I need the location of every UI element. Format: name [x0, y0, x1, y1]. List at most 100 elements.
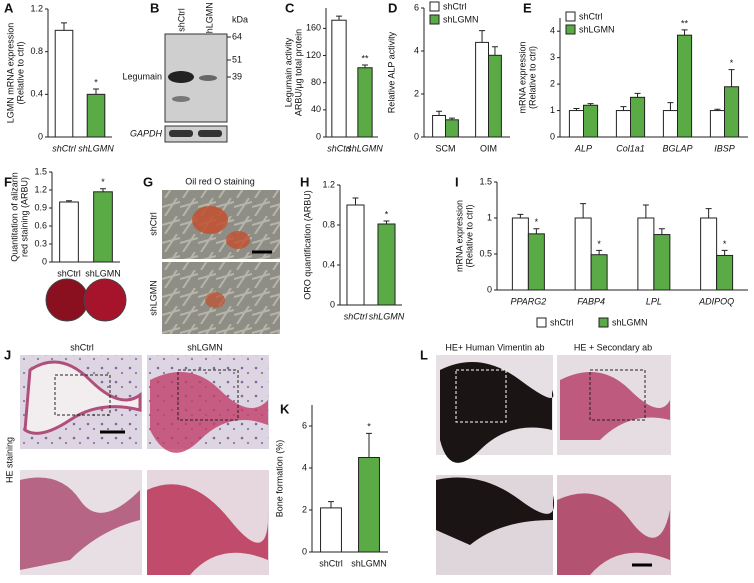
- y-axis-label: mRNA expression: [454, 200, 464, 272]
- y-tick-label: 0: [316, 131, 321, 141]
- y-tick-label: 1.2: [30, 3, 43, 13]
- bar: [86, 93, 106, 138]
- lane-label: shCtrl: [176, 8, 186, 32]
- error-bar: [479, 30, 486, 43]
- x-tick-label: shCtrl: [52, 143, 77, 153]
- bar: [357, 67, 373, 138]
- y-axis-label: Bone formation (%): [274, 440, 284, 518]
- error-bar: [728, 69, 735, 87]
- bar: [653, 234, 671, 291]
- blot-band: [199, 75, 217, 81]
- x-tick-label: shLGMN: [347, 143, 383, 153]
- x-tick-label: shCtrl: [344, 311, 369, 321]
- bone: [560, 372, 670, 440]
- error-bar: [705, 208, 712, 218]
- vimentin-panel: L HE+ Human Vimentin ab HE + Secondary a…: [420, 342, 671, 575]
- error-bar: [61, 22, 67, 31]
- x-tick-label: LPL: [646, 296, 662, 306]
- significance: *: [597, 239, 601, 249]
- error-bar: [491, 46, 498, 56]
- error-bar: [620, 106, 627, 111]
- legend-label: shLGMN: [443, 14, 479, 24]
- bar: [630, 96, 646, 138]
- legend-label: shCtrl: [443, 1, 467, 11]
- error-bar: [352, 197, 359, 205]
- bar: [677, 34, 693, 138]
- y-axis-label: (Relative to ctrl): [464, 204, 474, 267]
- stain: [192, 206, 228, 234]
- y-tick-label: 0: [330, 299, 335, 309]
- side-label: HE staining: [4, 437, 14, 483]
- y-tick-label: 0.5: [479, 248, 492, 258]
- error-bar: [517, 213, 524, 218]
- x-tick-label: FABP4: [577, 296, 605, 306]
- y-axis-label: Relative ALP activity: [386, 31, 396, 113]
- y-axis-label: ARBU/µg total protein: [293, 29, 303, 116]
- error-bar: [328, 501, 334, 508]
- y-tick-label: 2: [550, 78, 555, 88]
- legend-label: shLGMN: [579, 24, 615, 34]
- error-bar: [596, 249, 603, 255]
- panel-letter: F: [4, 174, 12, 189]
- unit-label: kDa: [232, 14, 248, 24]
- error-bar: [658, 228, 665, 235]
- y-axis-label: LGMN mRNA expression: [5, 23, 15, 124]
- column-label: shCtrl: [70, 342, 94, 352]
- lane-label: shLGMN: [204, 2, 214, 38]
- stain: [205, 292, 225, 308]
- bar: [511, 217, 529, 291]
- y-tick-label: 40: [311, 104, 321, 114]
- stain: [440, 362, 554, 463]
- panel-letter: D: [388, 0, 397, 15]
- error-bar: [580, 203, 587, 218]
- bar: [346, 204, 365, 306]
- y-tick-label: 80: [311, 77, 321, 87]
- error-bar: [667, 102, 674, 111]
- error-bar: [93, 88, 99, 95]
- y-tick-label: 1.2: [34, 184, 47, 194]
- legend-swatch: [429, 1, 440, 12]
- column-label: HE + Secondary ab: [574, 342, 652, 352]
- panel-letter: B: [150, 0, 159, 15]
- inset-box: [54, 374, 111, 416]
- error-bar: [66, 200, 72, 202]
- y-axis-label: Quantitation of alizarin: [9, 172, 19, 262]
- panel-letter: J: [4, 347, 11, 362]
- blot-band: [169, 130, 193, 137]
- panel-letter: L: [420, 347, 428, 362]
- bar: [488, 54, 502, 138]
- y-tick-label: 6: [302, 420, 307, 430]
- y-axis-label: ORO quantification (ARBU): [302, 190, 312, 300]
- significance: *: [101, 177, 105, 187]
- blot-panel: B shCtrl shLGMN kDa 64 51 39 Legumain GA…: [122, 0, 248, 143]
- x-tick-label: shLGMN: [351, 558, 387, 568]
- panel-letter: I: [455, 174, 459, 189]
- x-tick-label: shLGMN: [78, 143, 114, 153]
- y-tick-label: 0: [302, 546, 307, 556]
- y-tick-label: 0.3: [34, 238, 47, 248]
- error-bar: [448, 117, 455, 120]
- row-label: shLGMN: [148, 280, 158, 316]
- y-tick-label: 120: [306, 50, 321, 60]
- bone: [150, 372, 268, 453]
- x-tick-label: OIM: [480, 143, 497, 153]
- legend-swatch: [565, 24, 576, 35]
- error-bar: [383, 220, 390, 224]
- y-tick-label: 3: [550, 52, 555, 62]
- error-bar: [681, 29, 688, 36]
- he-panel: J shCtrl shLGMN HE staining: [4, 342, 269, 575]
- error-bar: [587, 103, 594, 106]
- legend-label: shLGMN: [612, 317, 648, 327]
- error-bar: [436, 110, 443, 116]
- y-axis-label: red staining (ARBU): [19, 177, 29, 257]
- bar: [320, 507, 342, 553]
- bar: [724, 86, 740, 138]
- bar: [445, 119, 459, 138]
- y-tick-label: 1.5: [34, 166, 47, 176]
- x-tick-label: ADIPOQ: [698, 296, 734, 306]
- bar: [377, 223, 396, 306]
- blot-band: [198, 130, 222, 137]
- stain: [436, 477, 555, 545]
- significance: *: [367, 422, 371, 432]
- oil-red-panel: G Oil red O staining shCtrl shLGMN: [143, 174, 280, 334]
